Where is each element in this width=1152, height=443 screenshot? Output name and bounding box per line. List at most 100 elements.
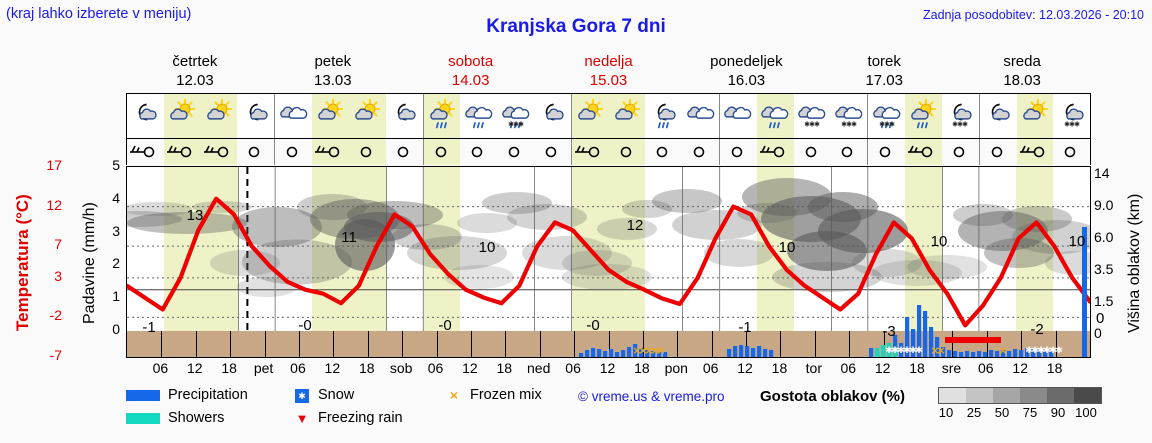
temp-extreme-label: -1	[142, 319, 156, 336]
cloud-tick: 0	[1094, 325, 1102, 341]
wind-barb-icon	[905, 139, 942, 165]
wind-calm-icon	[868, 139, 905, 165]
temp-tick: 12	[46, 196, 62, 213]
cloud-density-ticks: 10 25 50 75 90 100	[932, 405, 1100, 420]
showers-swatch	[126, 412, 160, 424]
legend-frozen-mix-label: Frozen mix	[470, 387, 542, 403]
temp-tick: 17	[46, 157, 62, 173]
day-date: 14.03	[451, 72, 490, 89]
hour-tick	[195, 331, 197, 357]
wind-calm-icon	[980, 139, 1017, 165]
time-tick-ned: ned	[527, 360, 551, 376]
moon-cloud-snow-icon: ✱ ✱ ✱	[1053, 94, 1091, 138]
temperature-axis-title: Temperatura (°C)	[13, 194, 32, 331]
time-tick-tor: tor	[805, 360, 823, 376]
forecast-plot: ✱ ✱ ✱ ✱ ✱ ✱ ✱ ✱ ✱ ✱ ✱ ✱ × × × × × × × × -1 13 -0 11 -0 10 -0 12 -1 1…	[126, 166, 1091, 358]
credit-link[interactable]: © vreme.us & vreme.pro	[578, 389, 725, 404]
cloud-density-tick: 75	[1022, 405, 1038, 420]
day-header-1: petek 13.03	[264, 52, 402, 90]
cloud-density-tick: 90	[1050, 405, 1066, 420]
svg-text:✱: ✱	[891, 346, 899, 356]
hour-tick	[402, 331, 404, 357]
wind-barb-icon	[200, 139, 238, 165]
hour-tick	[814, 331, 816, 357]
svg-text:✱: ✱	[1074, 121, 1080, 129]
wind-calm-icon	[460, 139, 497, 165]
wind-calm-icon	[497, 139, 534, 165]
cloud-icon	[720, 94, 757, 138]
cloud-density-segment-3	[1020, 388, 1047, 403]
page-title: Kranjska Gora 7 dni	[486, 16, 666, 37]
precipitation-swatch	[126, 389, 160, 401]
day-header-0: četrtek 12.03	[126, 52, 264, 90]
svg-text:✱: ✱	[518, 121, 524, 129]
temp-tick: -2	[49, 307, 62, 324]
time-tick-18: 18	[496, 360, 513, 376]
time-tick-06: 06	[152, 360, 169, 376]
cloud-rain-snow-icon: ✱ ✱ ✱	[497, 94, 534, 138]
wind-calm-icon	[386, 139, 424, 165]
legend-frozen-mix: × Frozen mix	[446, 387, 542, 403]
svg-text:✱: ✱	[1031, 346, 1039, 356]
wind-barb-icon	[312, 139, 349, 165]
band-2	[201, 167, 239, 357]
wind-calm-icon	[423, 139, 461, 165]
svg-text:✱: ✱	[885, 346, 893, 356]
temp-extreme-label: -1	[738, 319, 752, 336]
temp-extreme-label: 10	[1068, 233, 1086, 250]
time-tick-12: 12	[874, 360, 891, 376]
cloud-rain-snow-icon: ✱ ✱ ✱	[868, 94, 906, 138]
hour-tick	[367, 331, 369, 357]
svg-text:×: ×	[656, 344, 665, 357]
sun-cloud-icon	[163, 94, 201, 138]
location-menu-note[interactable]: (kraj lahko izberete v meniju)	[6, 6, 192, 22]
hour-tick	[298, 331, 300, 357]
temp-extreme-label: -0	[586, 317, 600, 334]
wind-barb-icon	[163, 139, 201, 165]
hour-tick	[574, 331, 576, 357]
moon-cloud-rain-icon	[645, 94, 683, 138]
svg-text:✱: ✱	[1025, 346, 1033, 356]
last-updated-label: Zadnja posodobitev: 12.03.2026 - 20:10	[922, 8, 1144, 22]
svg-text:✱: ✱	[952, 121, 958, 129]
moon-cloud-icon	[237, 94, 276, 138]
svg-text:×: ×	[638, 344, 647, 357]
cloud-density-segment-1	[966, 388, 993, 403]
svg-text:✱: ✱	[846, 121, 852, 129]
temp-extreme-label: -0	[298, 317, 312, 334]
time-tick-06: 06	[702, 360, 719, 376]
time-axis-labels: 06 12 18 pet 06 12 18 sob 06 12 18 ned 06 12 18 pon 06 12…	[126, 360, 1091, 380]
svg-text:✱: ✱	[957, 121, 963, 129]
band-1	[164, 167, 202, 357]
time-tick-18: 18	[358, 360, 375, 376]
svg-text:✱: ✱	[809, 121, 815, 129]
day-date: 17.03	[865, 72, 903, 89]
cloud-icon	[275, 94, 313, 138]
hour-tick	[161, 331, 163, 357]
svg-text:✱: ✱	[1037, 346, 1045, 356]
hour-tick	[883, 331, 885, 357]
precipitation-axis-title: Padavine (mm/h)	[81, 202, 98, 324]
svg-text:✱: ✱	[1064, 121, 1070, 129]
cloud-snow-icon: ✱ ✱ ✱	[793, 94, 831, 138]
cloud-tick: 3.5	[1094, 261, 1114, 277]
weather-icon-row: ✱ ✱ ✱ ✱ ✱ ✱ ✱ ✱ ✱ ✱ ✱ ✱ ✱ ✱ ✱ ✱ ✱ ✱	[126, 93, 1091, 139]
legend-showers-label: Showers	[168, 410, 225, 426]
svg-text:×: ×	[650, 344, 659, 357]
time-tick-12: 12	[462, 360, 478, 376]
cloud-tick: 6.0	[1094, 229, 1114, 245]
svg-text:×: ×	[998, 344, 1007, 357]
temp-tick: 3	[54, 267, 62, 284]
day-header-5: torek 17.03	[815, 52, 953, 90]
temp-extreme-label: 12	[626, 217, 644, 234]
precip-tick: 3	[112, 222, 120, 239]
svg-text:✱: ✱	[897, 346, 905, 356]
wind-calm-icon	[237, 139, 276, 165]
time-tick-18: 18	[771, 360, 788, 376]
band-13	[608, 167, 646, 357]
svg-text:✱: ✱	[909, 346, 917, 356]
wind-calm-icon	[534, 139, 572, 165]
snow-marker-icon: ✱	[294, 387, 310, 403]
svg-text:✱: ✱	[513, 121, 519, 129]
cloud-rain-icon	[756, 94, 794, 138]
